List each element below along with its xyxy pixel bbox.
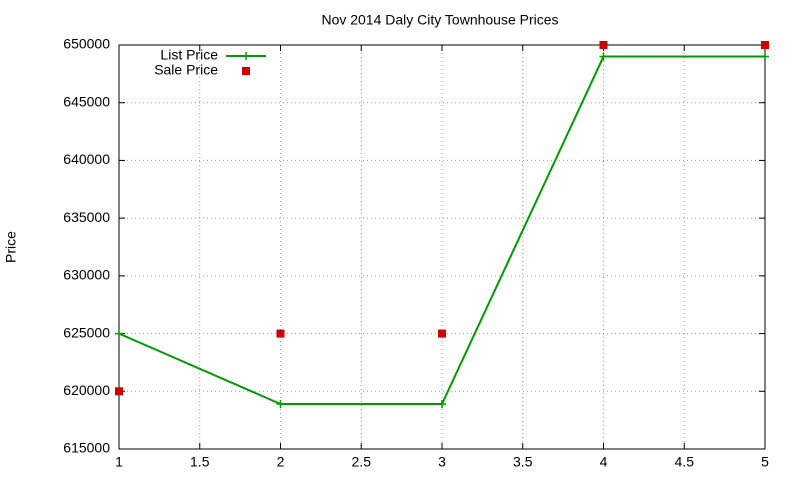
x-tick-label: 5 xyxy=(761,454,769,470)
point xyxy=(761,41,769,49)
point xyxy=(438,329,446,338)
legend-label: Sale Price xyxy=(154,62,218,78)
point xyxy=(276,399,285,408)
y-tick-label: 645000 xyxy=(63,93,110,109)
y-tick-label: 640000 xyxy=(63,151,110,167)
series-line xyxy=(118,55,765,405)
point xyxy=(761,52,769,61)
y-tick-label: 615000 xyxy=(63,440,110,456)
x-tick-label: 3.5 xyxy=(513,454,533,470)
x-tick-label: 2.5 xyxy=(352,454,372,470)
x-tick-label: 4 xyxy=(600,454,608,470)
point xyxy=(115,329,123,338)
y-tick-label: 625000 xyxy=(63,324,110,340)
y-tick-label: 630000 xyxy=(63,267,110,283)
legend-swatch xyxy=(242,52,250,60)
x-tick-label: 2 xyxy=(277,454,285,470)
legend-swatch xyxy=(242,67,250,75)
plot-frame xyxy=(118,44,766,450)
point xyxy=(438,399,446,408)
x-tick-label: 1 xyxy=(115,454,123,470)
chart-title: Nov 2014 Daly City Townhouse Prices xyxy=(321,12,558,28)
point xyxy=(115,387,123,396)
point xyxy=(599,41,608,49)
legend-label: List Price xyxy=(160,47,218,63)
point xyxy=(599,52,608,61)
point xyxy=(276,329,285,338)
x-tick-label: 1.5 xyxy=(190,454,210,470)
y-tick-label: 620000 xyxy=(63,382,110,398)
y-tick-label: 635000 xyxy=(63,209,110,225)
x-tick-label: 3 xyxy=(438,454,446,470)
x-tick-label: 4.5 xyxy=(675,454,695,470)
y-axis-label: Price xyxy=(3,231,19,263)
y-tick-label: 650000 xyxy=(63,36,110,52)
